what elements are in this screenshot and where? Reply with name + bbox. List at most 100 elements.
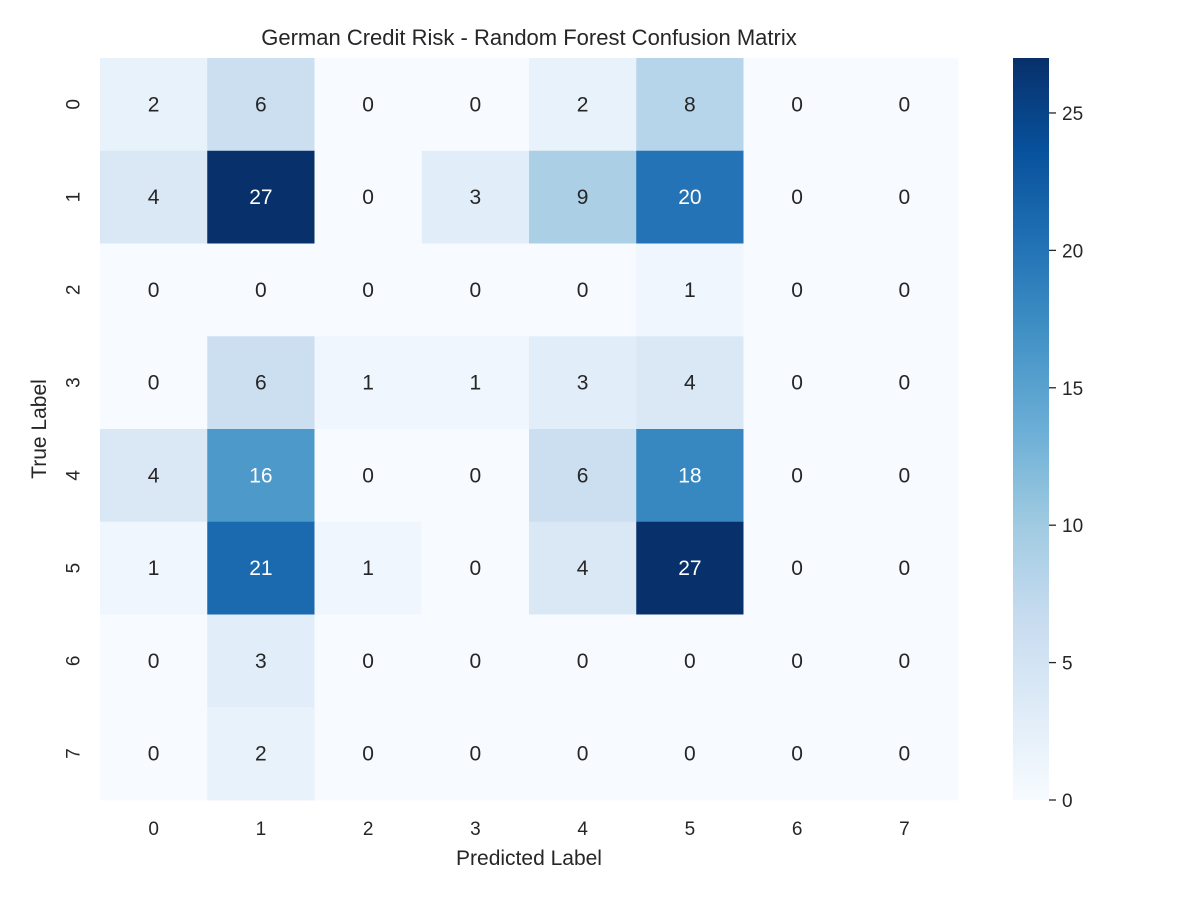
y-axis-ticks: 0 1 2 3 4 5 6 7	[64, 99, 85, 759]
cell-value-label: 3	[577, 372, 589, 395]
cell-value-label: 4	[148, 186, 160, 209]
colorbar-tick-label: 0	[1062, 791, 1073, 812]
cell-value-label: 2	[255, 743, 267, 766]
heatmap-cell-r6-c4	[529, 614, 637, 708]
y-tick-label: 4	[64, 470, 85, 481]
heatmap-cell-r4-c2	[314, 429, 423, 523]
heatmap-cell-r2-c7	[850, 243, 959, 337]
cell-value-label: 0	[362, 186, 374, 209]
heatmap-cell-r0-c7	[850, 58, 959, 152]
cell-value-label: 16	[249, 464, 272, 487]
colorbar-tick-label: 15	[1062, 379, 1083, 400]
cell-value-label: 2	[577, 93, 589, 116]
y-tick-label: 2	[64, 285, 85, 296]
heatmap-cell-r1-c2	[314, 150, 423, 244]
cell-value-label: 0	[362, 743, 374, 766]
heatmap-cell-r2-c1	[207, 243, 315, 337]
heatmap-cell-r7-c3	[421, 707, 530, 801]
cell-value-label: 0	[148, 372, 160, 395]
heatmap-cell-r1-c4	[529, 150, 637, 244]
cell-value-label: 3	[255, 650, 267, 673]
heatmap-cell-r1-c1	[207, 150, 315, 244]
cell-value-label: 0	[899, 93, 911, 116]
colorbar-gradient	[1013, 58, 1049, 800]
cell-value-label: 1	[362, 557, 374, 580]
heatmap-cell-r0-c3	[421, 58, 530, 152]
heatmap-cell-r5-c5	[636, 521, 744, 615]
cell-value-label: 6	[255, 372, 267, 395]
heatmap-cell-r7-c6	[743, 707, 852, 801]
cell-value-label: 0	[470, 464, 482, 487]
heatmap-cell-r3-c7	[850, 336, 959, 430]
heatmap-cell-r7-c2	[314, 707, 423, 801]
cell-value-label: 18	[678, 464, 701, 487]
cell-value-label: 27	[249, 186, 272, 209]
heatmap-cell-r1-c6	[743, 150, 852, 244]
heatmap-cell-r1-c7	[850, 150, 959, 244]
heatmap-cell-r0-c5	[636, 58, 744, 152]
cell-value-label: 1	[684, 279, 696, 302]
cell-value-label: 0	[899, 279, 911, 302]
heatmap-cell-r5-c7	[850, 521, 959, 615]
heatmap-cell-r2-c4	[529, 243, 637, 337]
heatmap-cell-r2-c5	[636, 243, 744, 337]
cell-value-label: 4	[148, 464, 160, 487]
heatmap-cell-r5-c2	[314, 521, 423, 615]
cell-value-label: 27	[678, 557, 701, 580]
cell-value-label: 20	[678, 186, 701, 209]
heatmap-grid: 2 6 0 0 2 8 0 04 27 0 3 9 20 0 00 0 0 0 0 1 0 00 6 1 1 3 4 0 04 16 0 0 6…	[100, 58, 959, 801]
heatmap-cell-r2-c3	[421, 243, 530, 337]
cell-value-label: 0	[577, 743, 589, 766]
heatmap-cell-r5-c1	[207, 521, 315, 615]
heatmap-cell-r3-c4	[529, 336, 637, 430]
cell-value-label: 0	[470, 93, 482, 116]
heatmap-cell-r1-c0	[100, 150, 208, 244]
cell-value-label: 0	[684, 743, 696, 766]
heatmap-cell-r5-c4	[529, 521, 637, 615]
cell-value-label: 0	[255, 279, 267, 302]
x-tick-label: 6	[792, 819, 803, 840]
cell-value-label: 0	[684, 650, 696, 673]
heatmap-cell-r2-c6	[743, 243, 852, 337]
heatmap-cell-r0-c4	[529, 58, 637, 152]
heatmap-cell-r1-c5	[636, 150, 744, 244]
cell-value-label: 0	[577, 279, 589, 302]
cell-value-label: 4	[684, 372, 696, 395]
x-tick-label: 7	[899, 819, 910, 840]
cell-value-label: 0	[899, 557, 911, 580]
cell-value-label: 0	[362, 279, 374, 302]
heatmap-cell-r4-c5	[636, 429, 744, 523]
y-tick-label: 0	[64, 99, 85, 110]
heatmap-cell-r4-c1	[207, 429, 315, 523]
cell-value-label: 6	[577, 464, 589, 487]
cell-value-label: 0	[362, 650, 374, 673]
cell-value-label: 0	[470, 557, 482, 580]
x-tick-label: 5	[685, 819, 696, 840]
cell-value-label: 0	[470, 743, 482, 766]
heatmap-cell-r3-c6	[743, 336, 852, 430]
cell-value-label: 0	[148, 279, 160, 302]
colorbar: 0 5 10 15 20 25	[1013, 58, 1083, 812]
heatmap-cell-r3-c5	[636, 336, 744, 430]
heatmap-cell-r6-c2	[314, 614, 423, 708]
cell-value-label: 0	[791, 279, 803, 302]
cell-value-label: 1	[470, 372, 482, 395]
cell-value-label: 0	[148, 743, 160, 766]
cell-value-label: 0	[899, 464, 911, 487]
heatmap-cell-r6-c7	[850, 614, 959, 708]
heatmap-cell-r5-c3	[421, 521, 530, 615]
heatmap-cell-r0-c1	[207, 58, 315, 152]
cell-value-label: 0	[791, 186, 803, 209]
y-tick-label: 3	[64, 377, 85, 388]
chart-title: German Credit Risk - Random Forest Confu…	[261, 25, 797, 50]
heatmap-cell-r4-c6	[743, 429, 852, 523]
x-tick-label: 3	[470, 819, 481, 840]
cell-value-label: 0	[362, 464, 374, 487]
colorbar-tick-label: 20	[1062, 241, 1083, 262]
cell-value-label: 0	[362, 93, 374, 116]
cell-value-label: 1	[362, 372, 374, 395]
heatmap-cell-r2-c2	[314, 243, 423, 337]
cell-value-label: 0	[791, 557, 803, 580]
heatmap-cell-r6-c6	[743, 614, 852, 708]
